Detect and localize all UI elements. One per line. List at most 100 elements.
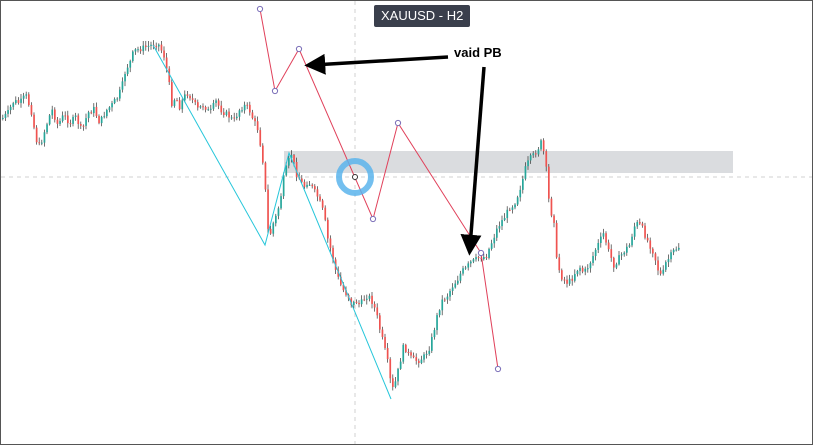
candle-body (41, 142, 43, 144)
candle-body (511, 207, 514, 210)
candle-body (555, 222, 558, 258)
candle-body (243, 104, 246, 111)
candle-body (571, 278, 574, 281)
candle-body (51, 109, 54, 116)
candle-body (168, 68, 171, 83)
candle-body (675, 249, 678, 251)
candle-body (584, 268, 587, 272)
candle-body (646, 237, 649, 241)
candle-body (150, 44, 152, 46)
candle-body (61, 115, 64, 122)
projection-path[interactable] (259, 8, 499, 370)
candle-body (269, 228, 272, 234)
candle-body (670, 252, 672, 260)
candle-body (451, 287, 454, 291)
candle-body (542, 140, 545, 152)
candle-body (535, 153, 537, 155)
candle-body (80, 124, 82, 126)
candle-body (438, 310, 441, 316)
candle-body (407, 351, 410, 353)
candle-body (340, 276, 342, 285)
candle-body (43, 132, 46, 143)
candle-body (137, 49, 139, 51)
candle-body (295, 162, 298, 178)
candle-body (392, 378, 394, 387)
candle-body (4, 113, 7, 118)
annotation-label[interactable]: vaid PB (454, 45, 502, 60)
candle-body (20, 98, 22, 103)
candle-body (67, 115, 69, 124)
candle-body (186, 94, 189, 96)
candle-body (402, 344, 405, 362)
candle-body (82, 125, 85, 127)
candle-body (581, 267, 584, 272)
candle-body (519, 189, 522, 198)
candle-body (373, 303, 376, 308)
candle-body (199, 106, 202, 108)
candle-body (12, 103, 15, 107)
candle-body (134, 49, 137, 52)
candle-body (457, 280, 459, 284)
candle-body (644, 225, 646, 238)
candle-body (210, 108, 212, 110)
candle-body (293, 155, 295, 163)
candle-body (483, 257, 485, 260)
candle-body (108, 107, 111, 110)
candle-body (597, 242, 600, 250)
candle-body (652, 248, 654, 254)
candle-body (576, 270, 579, 275)
candle-body (106, 109, 108, 117)
candle-body (579, 267, 581, 271)
candle-body (493, 237, 496, 244)
candle-body (74, 115, 77, 117)
candle-body (490, 243, 493, 249)
candle-body (488, 248, 490, 258)
candle-body (672, 249, 675, 253)
candle-body (246, 104, 249, 106)
candle-body (574, 274, 576, 281)
candle-body (626, 246, 628, 253)
candle-body (116, 98, 119, 100)
candle-body (389, 359, 392, 379)
candle-body (639, 222, 641, 224)
path-vertex-handle (394, 119, 402, 127)
candle-body (181, 100, 184, 110)
candle-body (15, 100, 17, 104)
candle-body (405, 344, 407, 352)
annotation-arrows[interactable] (304, 53, 486, 256)
crosshair-cursor-marker[interactable] (336, 158, 374, 196)
candle-body (202, 106, 204, 108)
candle-body (329, 238, 332, 248)
candle-body (46, 124, 48, 133)
candle-body (470, 261, 472, 264)
candle-body (498, 226, 501, 229)
candle-body (145, 45, 147, 47)
candle-body (25, 94, 28, 96)
candle-body (397, 368, 399, 382)
candle-body (212, 102, 215, 109)
candle-body (178, 100, 181, 110)
crosshair-ring (336, 158, 374, 196)
candle-body (223, 112, 225, 116)
candle-body (254, 118, 256, 122)
candle-body (132, 51, 134, 61)
candle-body (602, 233, 605, 237)
path-vertex-handle (477, 249, 485, 257)
candle-body (355, 301, 358, 303)
candle-body (280, 196, 282, 209)
candle-body (129, 60, 132, 68)
zigzag-trendline[interactable] (152, 44, 392, 400)
candle-body (665, 262, 667, 270)
candle-body (623, 252, 626, 255)
crosshair-center-dot (352, 174, 358, 180)
candle-body (56, 119, 59, 124)
supply-zone-rectangle[interactable] (284, 151, 733, 173)
candle-body (381, 329, 384, 337)
candle-body (613, 257, 615, 268)
annotation-arrow (460, 66, 486, 256)
candle-body (158, 44, 160, 47)
candle-body (516, 197, 519, 205)
candle-body (119, 89, 121, 99)
